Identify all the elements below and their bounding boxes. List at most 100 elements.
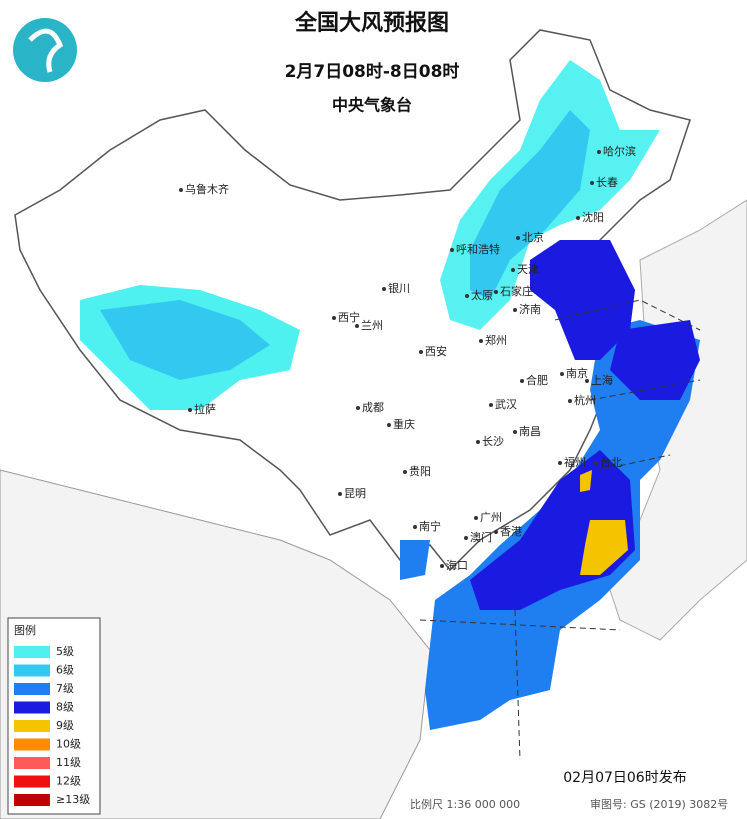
city-label: 北京 — [522, 230, 544, 244]
city-dot — [356, 406, 360, 410]
city-dot — [403, 470, 407, 474]
issuer: 中央气象台 — [332, 96, 412, 115]
city-label: 西安 — [425, 344, 447, 358]
legend-swatch — [14, 794, 50, 806]
legend-swatch — [14, 646, 50, 658]
city-label: 乌鲁木齐 — [185, 182, 229, 196]
city-dot — [382, 287, 386, 291]
city-label: 哈尔滨 — [603, 144, 636, 158]
city-label: 银川 — [388, 281, 410, 295]
city-label: 武汉 — [495, 398, 517, 411]
logo-mark — [28, 28, 64, 73]
city-dot — [494, 290, 498, 294]
city-label: 广州 — [480, 511, 502, 524]
wind-zone-6 — [470, 110, 590, 300]
city-label: 重庆 — [393, 417, 415, 431]
city-label: 南京 — [566, 366, 588, 380]
city-dot — [558, 461, 562, 465]
city-dot — [355, 324, 359, 328]
city-label: 香港 — [500, 525, 522, 538]
city-label: 长春 — [596, 176, 618, 189]
city-label: 南昌 — [519, 425, 541, 438]
city-dot — [450, 248, 454, 252]
city-label: 西宁 — [338, 310, 360, 324]
wind-zone-8 — [610, 320, 700, 400]
city-label: 福州 — [564, 455, 586, 469]
city-dot — [560, 372, 564, 376]
city-label: 郑州 — [485, 333, 507, 347]
city-label: 兰州 — [361, 319, 383, 332]
subtitle: 2月7日08时-8日08时 — [285, 62, 460, 82]
city-dot — [597, 150, 601, 154]
city-dot — [464, 536, 468, 540]
city-label: 天津 — [517, 263, 539, 276]
legend-swatch — [14, 738, 50, 751]
legend-label: 5级 — [56, 645, 74, 658]
city-dot — [494, 530, 498, 534]
city-dot — [568, 399, 572, 403]
legend-swatch — [14, 664, 50, 677]
legend-label: ≥13级 — [56, 793, 90, 806]
city-label: 太原 — [471, 289, 493, 302]
legend-items: 5级 6级 7级 8级 9级 10级 11级 12级 ≥13级 — [14, 645, 90, 806]
city-dot — [520, 379, 524, 383]
wind-zone-9 — [580, 470, 592, 492]
city-dot — [479, 339, 483, 343]
city-label: 沈阳 — [582, 210, 604, 224]
city-dot — [179, 188, 183, 192]
city-dot — [576, 216, 580, 220]
city-dot — [440, 564, 444, 568]
wind-zone-9 — [580, 520, 628, 575]
city-dot — [474, 516, 478, 520]
city-label: 石家庄 — [500, 284, 533, 298]
sea-area-lines — [419, 299, 701, 761]
city-label: 南宁 — [419, 519, 441, 533]
scale: 比例尺 1:36 000 000 — [410, 797, 520, 811]
city-dot — [513, 308, 517, 312]
city-label: 昆明 — [344, 487, 366, 500]
legend-swatch — [14, 775, 50, 788]
city-dot — [387, 423, 391, 427]
city-dot — [489, 403, 493, 407]
legend-swatch — [14, 701, 50, 714]
city-label: 台北 — [600, 455, 622, 469]
logo — [13, 18, 77, 82]
legend-label: 11级 — [56, 756, 81, 769]
city-dot — [419, 350, 423, 354]
legend-label: 8级 — [56, 701, 74, 714]
city-dot — [332, 316, 336, 320]
city-dot — [476, 440, 480, 444]
city-label: 济南 — [519, 302, 541, 316]
legend-label: 7级 — [56, 682, 74, 695]
city-label: 成都 — [362, 401, 384, 414]
city-dot — [594, 461, 598, 465]
legend-title: 图例 — [14, 623, 36, 637]
neighbour-land — [0, 469, 431, 819]
city-label: 拉萨 — [194, 402, 216, 416]
legend-label: 10级 — [56, 738, 81, 751]
city-label: 澳门 — [470, 530, 492, 544]
city-dot — [585, 379, 589, 383]
city-label: 贵阳 — [409, 465, 431, 478]
city-dot — [188, 408, 192, 412]
city-dot — [511, 268, 515, 272]
city-label: 杭州 — [574, 393, 596, 407]
city-label: 合肥 — [526, 373, 548, 387]
city-dot — [338, 492, 342, 496]
wind-zone-7 — [400, 540, 430, 580]
title: 全国大风预报图 — [294, 10, 449, 36]
issued-time: 02月07日06时发布 — [563, 770, 686, 786]
city-dot — [513, 430, 517, 434]
city-dot — [516, 236, 520, 240]
legend-label: 6级 — [56, 664, 74, 677]
legend-label: 12级 — [56, 775, 81, 788]
city-label: 海口 — [446, 558, 468, 572]
wind-zone-6 — [100, 300, 270, 380]
wind-zone-8 — [530, 240, 635, 360]
city-label: 长沙 — [482, 435, 504, 448]
city-label: 呼和浩特 — [456, 242, 500, 256]
legend-swatch — [14, 720, 50, 732]
city-dot — [465, 294, 469, 298]
